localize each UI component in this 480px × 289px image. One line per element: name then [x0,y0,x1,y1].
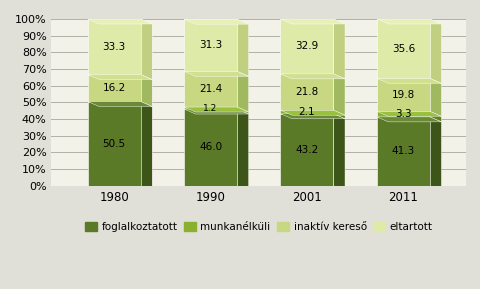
Polygon shape [184,109,248,114]
Text: 33.3: 33.3 [102,42,125,52]
Polygon shape [237,107,248,114]
Text: 46.0: 46.0 [199,142,222,152]
Polygon shape [280,19,344,24]
Text: 1.2: 1.2 [203,103,217,112]
Polygon shape [87,19,140,75]
Text: 31.3: 31.3 [199,40,222,50]
Text: 32.9: 32.9 [295,41,318,51]
Text: 3.3: 3.3 [394,109,411,119]
Polygon shape [87,19,152,24]
Text: 2.1: 2.1 [298,107,314,117]
Polygon shape [376,117,429,186]
Polygon shape [376,19,441,24]
Polygon shape [87,75,152,79]
Polygon shape [429,78,441,116]
Text: 19.8: 19.8 [391,90,414,100]
Polygon shape [87,75,140,101]
Polygon shape [280,74,333,110]
Polygon shape [280,114,333,186]
Polygon shape [87,101,152,107]
Polygon shape [140,75,152,107]
Text: 43.2: 43.2 [295,145,318,155]
Polygon shape [376,78,429,111]
Polygon shape [184,109,237,186]
Polygon shape [280,110,333,114]
Polygon shape [333,19,344,79]
Polygon shape [333,74,344,115]
Polygon shape [184,107,248,112]
Text: 41.3: 41.3 [391,146,414,156]
Polygon shape [280,19,333,74]
Polygon shape [184,71,248,76]
Polygon shape [184,19,248,24]
Polygon shape [87,101,140,186]
Text: 50.5: 50.5 [102,139,125,149]
Polygon shape [140,101,152,191]
Polygon shape [184,71,237,107]
Text: 35.6: 35.6 [391,44,414,54]
Polygon shape [280,110,344,115]
Polygon shape [376,117,441,122]
Polygon shape [376,78,441,83]
Text: 21.8: 21.8 [295,87,318,97]
Legend: foglalkoztatott, munkanélküli, inaktív kereső, eltartott: foglalkoztatott, munkanélküli, inaktív… [81,218,436,236]
Polygon shape [429,111,441,122]
Polygon shape [237,19,248,76]
Polygon shape [184,107,237,109]
Polygon shape [140,19,152,79]
Polygon shape [333,114,344,191]
Polygon shape [280,74,344,79]
Polygon shape [429,117,441,191]
Polygon shape [376,111,429,117]
Text: 21.4: 21.4 [199,84,222,94]
Polygon shape [237,109,248,191]
Polygon shape [333,110,344,119]
Polygon shape [280,114,344,119]
Polygon shape [184,19,237,71]
Text: 16.2: 16.2 [102,83,125,93]
Polygon shape [376,19,429,78]
Polygon shape [429,19,441,83]
Polygon shape [237,71,248,112]
Polygon shape [376,111,441,116]
